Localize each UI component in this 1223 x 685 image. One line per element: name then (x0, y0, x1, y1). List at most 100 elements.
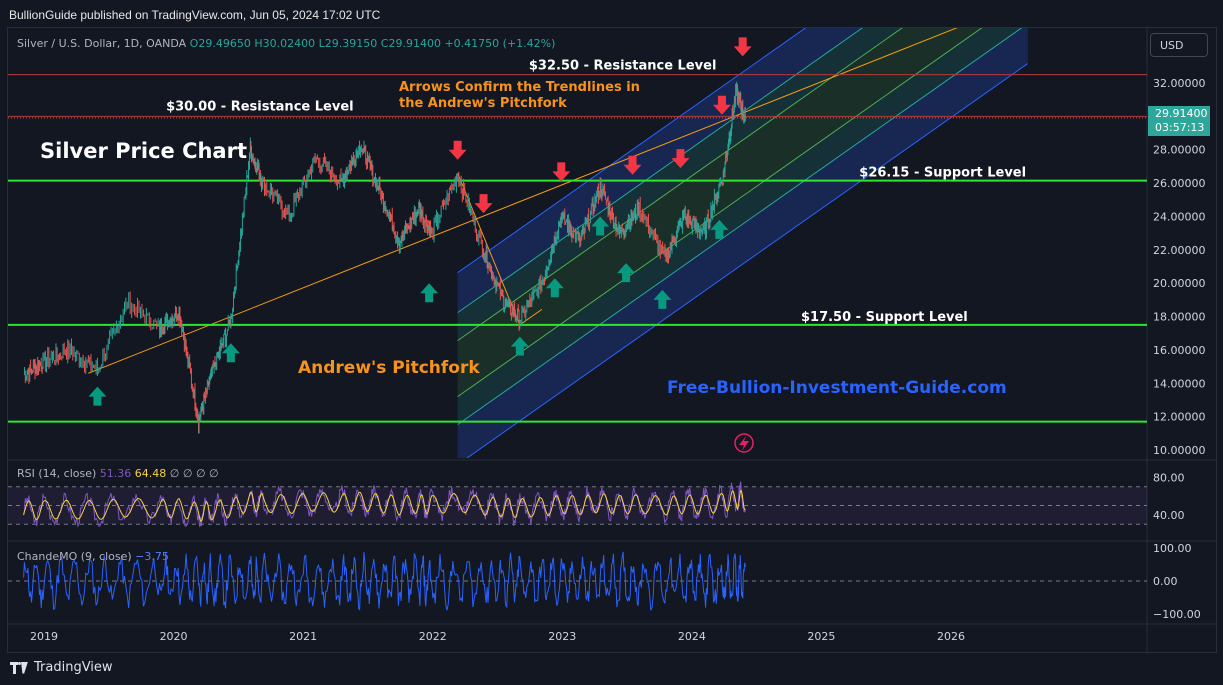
down-arrow-shape (671, 149, 690, 169)
annotation-line-2: the Andrew's Pitchfork (399, 96, 567, 111)
down-arrow (733, 37, 752, 57)
rsi-tick-label: 40.00 (1153, 509, 1185, 522)
chart-title: Silver Price Chart (40, 139, 247, 163)
up-arrow (510, 336, 529, 356)
time-tick-label: 2022 (419, 630, 447, 643)
rsi-tick-label: 80.00 (1153, 471, 1185, 484)
bottom-bar (0, 653, 1223, 685)
up-arrow-shape (653, 289, 672, 309)
price-tick-label: 20.00000 (1153, 277, 1206, 290)
cmo-line (23, 551, 746, 611)
main-pane (8, 28, 1147, 458)
rsi-ma-line (23, 489, 746, 522)
last-price-tag: 29.91400 03:57:13 (1148, 106, 1210, 136)
price-tick-label: 16.00000 (1153, 344, 1206, 357)
price-tick-label: 12.00000 (1153, 411, 1206, 424)
up-arrow (617, 263, 636, 283)
up-arrow (710, 219, 729, 239)
low-value: 29.39150 (324, 37, 378, 50)
cmo-tick-label: 100.00 (1153, 542, 1192, 555)
up-arrow-shape (510, 336, 529, 356)
up-arrow (545, 278, 564, 298)
level-label: $30.00 - Resistance Level (166, 99, 354, 114)
lightning-icon (739, 436, 749, 451)
time-tick-label: 2020 (160, 630, 188, 643)
down-arrow (448, 140, 467, 160)
time-tick-label: 2024 (678, 630, 706, 643)
up-arrow-shape (591, 216, 610, 236)
price-tick-label: 26.00000 (1153, 177, 1206, 190)
rsi-extras: ∅ ∅ ∅ ∅ (169, 467, 219, 480)
price-tick-label: 10.00000 (1153, 444, 1206, 457)
down-arrow-shape (623, 155, 642, 175)
up-arrow-shape (617, 263, 636, 283)
price-tick-label: 14.00000 (1153, 377, 1206, 390)
top-bar: BullionGuide published on TradingView.co… (0, 0, 1223, 28)
up-arrow (221, 343, 240, 363)
up-arrow-shape (545, 278, 564, 298)
tradingview-icon (10, 661, 30, 674)
up-arrow-shape (420, 283, 439, 303)
symbol-name: Silver / U.S. Dollar, 1D, OANDA (17, 37, 187, 50)
cmo-value: −3.75 (135, 550, 169, 563)
high-value: 30.02400 (262, 37, 316, 50)
up-arrow (420, 283, 439, 303)
pitchfork-band (457, 28, 942, 369)
level-label: $26.15 - Support Level (859, 166, 1026, 181)
currency-button[interactable]: USD (1150, 33, 1208, 57)
down-arrow-shape (733, 37, 752, 57)
up-arrow (88, 386, 107, 406)
down-arrow (474, 194, 493, 214)
time-tick-label: 2023 (548, 630, 576, 643)
time-tick-label: 2019 (30, 630, 58, 643)
price-tick-label: 24.00000 (1153, 210, 1206, 223)
price-tick-label: 18.00000 (1153, 311, 1206, 324)
pitchfork-line (457, 28, 1023, 426)
published-text: BullionGuide published on TradingView.co… (9, 8, 381, 22)
pitchfork-line (457, 28, 807, 274)
down-arrow (552, 162, 571, 182)
countdown-value: 03:57:13 (1155, 121, 1205, 134)
pitchfork-annotation: Andrew's Pitchfork (298, 358, 480, 378)
pitchfork-band (457, 28, 1028, 458)
level-label: $17.50 - Support Level (801, 310, 968, 325)
cmo-label: ChandeMO (9, close) (17, 550, 132, 563)
price-tick-label: 22.00000 (1153, 244, 1206, 257)
rsi-value: 51.36 (99, 467, 132, 480)
down-arrow-shape (474, 194, 493, 214)
high-label: H (254, 37, 263, 50)
cmo-tick-label: 0.00 (1153, 575, 1178, 588)
rsi-label: RSI (14, close) (17, 467, 97, 480)
tradingview-brand: TradingView (34, 660, 113, 675)
annotation-line-1: Arrows Confirm the Trendlines in (399, 80, 640, 95)
time-tick-label: 2026 (937, 630, 965, 643)
down-arrow (712, 95, 731, 115)
pitchfork-line (466, 63, 1029, 458)
pitchfork-line (457, 28, 983, 398)
last-price-value: 29.91400 (1155, 107, 1208, 120)
price-tick-label: 32.00000 (1153, 77, 1206, 90)
rsi-legend: RSI (14, close) 51.36 64.48 ∅ ∅ ∅ ∅ (17, 467, 219, 480)
low-label: L (318, 37, 325, 50)
pitchfork-median-line (88, 28, 958, 374)
rsi-ma-value: 64.48 (134, 467, 167, 480)
down-arrow (671, 149, 690, 169)
open-value: 29.49650 (198, 37, 251, 50)
time-tick-label: 2021 (289, 630, 317, 643)
change-value: +0.41750 (+1.42%) (444, 37, 556, 50)
close-label: C (380, 37, 389, 50)
down-arrow-shape (712, 95, 731, 115)
cmo-tick-label: −100.00 (1153, 608, 1201, 621)
event-badge-icon (734, 433, 754, 453)
chart-frame[interactable] (7, 27, 1217, 653)
tradingview-logo[interactable]: TradingView (10, 660, 113, 675)
down-arrow-shape (552, 162, 571, 182)
pitchfork-line (457, 28, 903, 342)
up-arrow (591, 216, 610, 236)
time-tick-label: 2025 (807, 630, 835, 643)
up-arrow (653, 289, 672, 309)
up-arrow-shape (710, 219, 729, 239)
open-label: O (189, 37, 199, 50)
cmo-legend: ChandeMO (9, close) −3.75 (17, 550, 169, 563)
